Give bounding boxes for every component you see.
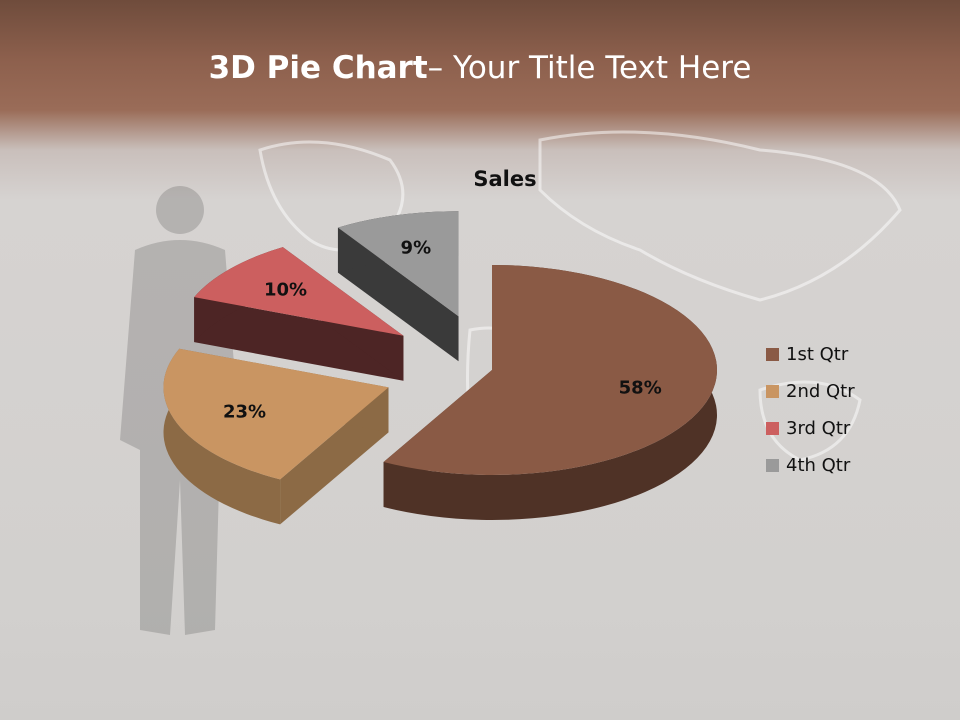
legend-item-2nd-qtr: 2nd Qtr (766, 373, 855, 410)
chart-title: Sales (473, 167, 537, 191)
legend-item-3rd-qtr: 3rd Qtr (766, 410, 855, 447)
legend-label: 4th Qtr (786, 455, 851, 476)
legend-item-1st-qtr: 1st Qtr (766, 336, 855, 373)
pie-slice-3rd-qtr (194, 247, 404, 336)
legend-label: 2nd Qtr (786, 381, 855, 402)
legend-item-4th-qtr: 4th Qtr (766, 447, 855, 484)
slide-title-bold: 3D Pie Chart (208, 50, 428, 86)
data-label: 9% (400, 237, 432, 259)
pie-slice-1st-qtr (383, 265, 717, 476)
pie-slice-2nd-qtr (163, 348, 389, 480)
slice-outer-wall (163, 348, 281, 525)
legend-swatch (766, 348, 779, 361)
data-label: 23% (223, 401, 267, 423)
pie-slice-4th-qtr (337, 211, 459, 317)
legend-swatch (766, 385, 779, 398)
legend-label: 3rd Qtr (786, 418, 851, 439)
slide-title: 3D Pie Chart– Your Title Text Here (0, 50, 960, 86)
data-label: 10% (263, 279, 308, 301)
data-label: 58% (618, 377, 662, 399)
legend-swatch (766, 422, 779, 435)
legend-swatch (766, 459, 779, 472)
slice-side-wall (194, 297, 404, 381)
legend-label: 1st Qtr (786, 344, 849, 365)
legend: 1st Qtr 2nd Qtr 3rd Qtr 4th Qtr (766, 336, 855, 484)
slide-title-rest: – Your Title Text Here (427, 50, 752, 86)
